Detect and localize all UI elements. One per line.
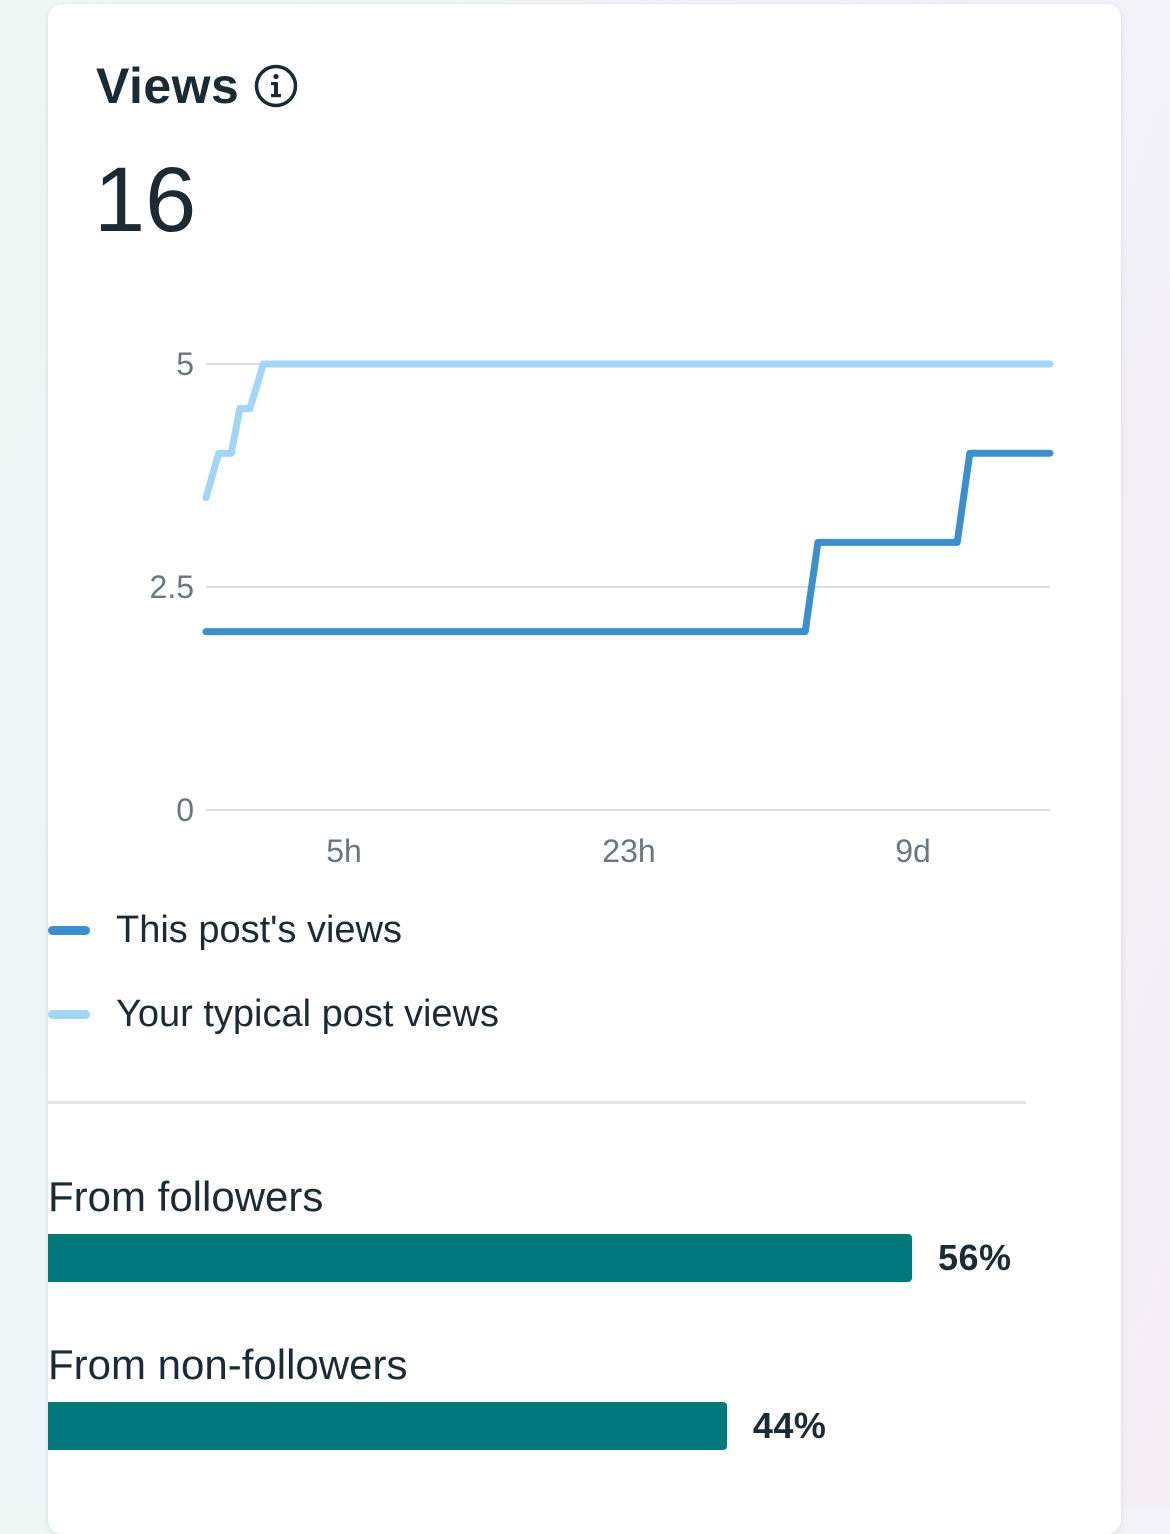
- views-total: 16: [94, 149, 197, 251]
- non-followers-share-row: 44%: [48, 1402, 1028, 1450]
- legend-swatch-this-post: [48, 925, 90, 935]
- series-line-typical: [202, 360, 1054, 502]
- info-circle-icon[interactable]: [253, 63, 299, 109]
- series-line-this-post: [202, 449, 1054, 636]
- followers-share-label: From followers: [48, 1173, 324, 1220]
- chart-grid: [206, 363, 1050, 811]
- x-tick-label: 5h: [326, 833, 362, 869]
- legend-item-this-post: This post's views: [48, 900, 499, 960]
- chart-legend: This post's views Your typical post view…: [48, 900, 499, 1068]
- legend-swatch-typical: [48, 1009, 90, 1019]
- views-line-chart: 02.55 5h 23h 9d: [150, 346, 1054, 869]
- chart-y-axis: 02.55: [150, 346, 194, 828]
- followers-share-bar: [48, 1234, 912, 1282]
- chart-x-axis: 5h 23h 9d: [326, 833, 931, 869]
- followers-share-percent: 56%: [938, 1237, 1012, 1278]
- x-tick-label: 9d: [895, 833, 931, 869]
- non-followers-share-percent: 44%: [752, 1405, 827, 1446]
- y-tick-label: 0: [176, 792, 194, 828]
- legend-label-typical: Your typical post views: [116, 992, 500, 1035]
- chart-series: [202, 360, 1054, 636]
- views-header: Views: [96, 54, 299, 118]
- legend-item-typical: Your typical post views: [48, 984, 499, 1044]
- views-title: Views: [96, 58, 240, 114]
- section-divider: [48, 1101, 1026, 1104]
- y-tick-label: 5: [176, 346, 194, 382]
- followers-share-row: 56%: [48, 1234, 1028, 1282]
- non-followers-share-label: From non-followers: [48, 1341, 408, 1388]
- followers-share: From followers 56%: [48, 1168, 1028, 1282]
- non-followers-share-bar: [48, 1402, 727, 1450]
- y-tick-label: 2.5: [150, 569, 194, 605]
- legend-label-this-post: This post's views: [116, 908, 403, 951]
- x-tick-label: 23h: [602, 833, 655, 869]
- non-followers-share: From non-followers 44%: [48, 1336, 1028, 1450]
